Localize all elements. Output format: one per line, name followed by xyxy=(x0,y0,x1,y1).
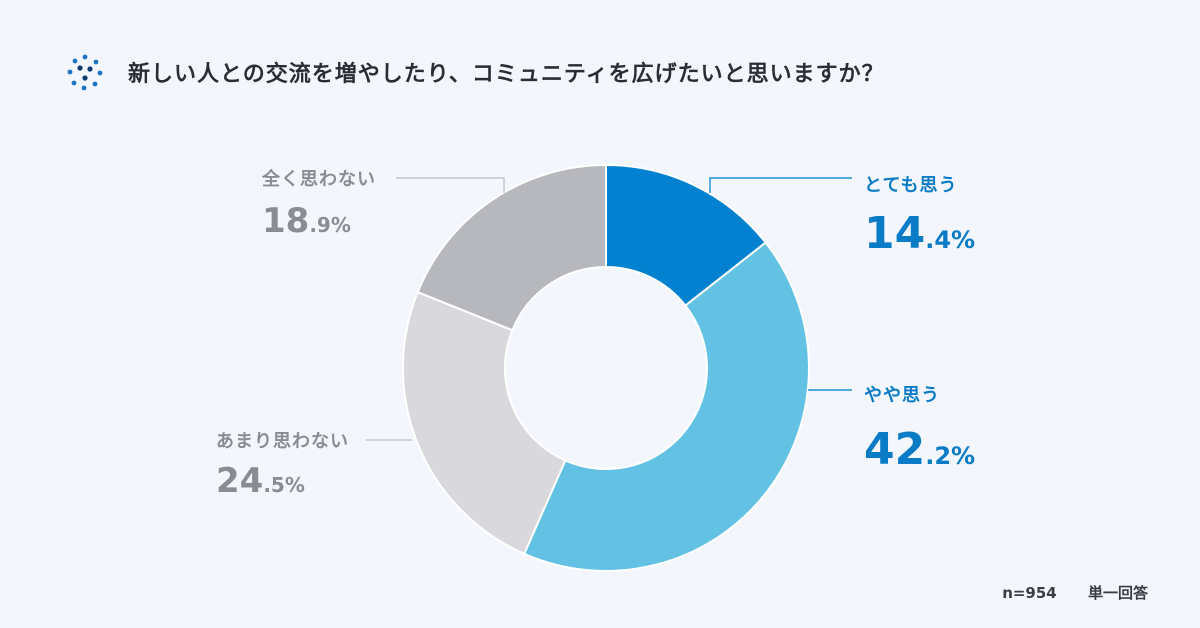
chart-header: 新しい人との交流を増やしたり、コミュニティを広げたいと思いますか？ xyxy=(66,52,885,92)
leader-line-totemo-omou xyxy=(709,177,852,193)
value-mattaku-omowanai: 18.9% xyxy=(262,201,351,241)
value-amari-omowanai: 24.5% xyxy=(216,461,305,501)
slice-yaya-omou xyxy=(522,241,810,572)
leader-line-mattaku-omowanai xyxy=(396,177,505,193)
slice-totemo-omou xyxy=(605,163,768,307)
label-amari-omowanai: あまり思わない xyxy=(216,431,349,452)
value-yaya-omou: 42.2% xyxy=(864,424,975,475)
footer: n=954 単一回答 xyxy=(1002,582,1148,603)
dots-logo-icon xyxy=(67,54,103,91)
question-title: 新しい人との交流を増やしたり、コミュニティを広げたいと思いますか？ xyxy=(128,62,885,87)
label-yaya-omou: やや思う xyxy=(864,385,940,406)
sample-size: n=954 xyxy=(1002,584,1057,602)
slice-mattaku-omowanai xyxy=(416,163,607,332)
slice-amari-omowanai xyxy=(402,290,567,556)
value-totemo-omou: 14.4% xyxy=(864,208,975,259)
label-totemo-omou: とても思う xyxy=(864,175,958,196)
answer-type: 単一回答 xyxy=(1087,584,1148,602)
label-mattaku-omowanai: 全く思わない xyxy=(261,168,376,190)
